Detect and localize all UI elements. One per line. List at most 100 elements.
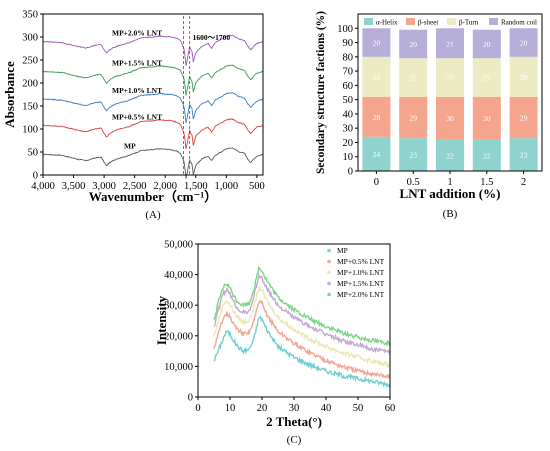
segment-value-label: 28 — [520, 73, 528, 82]
y-tick-label: 60 — [343, 81, 354, 92]
segment-value-label: 23 — [520, 151, 528, 160]
ftir-series-label: MP — [124, 141, 136, 150]
x-tick-label: 20 — [257, 403, 268, 414]
legend-label: Random coil — [501, 19, 537, 27]
ftir-series-label: MP+1.0% LNT — [112, 86, 162, 95]
bar-segment — [362, 136, 391, 171]
ftir-plot-frame — [42, 13, 264, 176]
legend-label: MP+1.0% LNT — [337, 268, 385, 277]
y-tick-label: 100 — [22, 125, 38, 136]
xrd-panel: 0 10 20 30 40 50 60 0 10,000 20,000 30,000 40,000 50… — [154, 240, 395, 447]
segment-value-label: 20 — [373, 39, 381, 48]
ftir-curve-0 — [42, 147, 263, 179]
ftir-series-label: MP+2.0% LNT — [112, 29, 162, 38]
bar-segment — [436, 28, 464, 59]
x-tick-label: 30 — [289, 403, 300, 414]
y-tick-label: 200 — [22, 79, 38, 90]
legend-swatch — [447, 18, 456, 25]
segment-value-label: 20 — [409, 40, 417, 49]
bar-segment — [472, 29, 501, 59]
legend-label: MP — [337, 246, 348, 255]
y-tick-label: 20 — [343, 138, 354, 149]
y-tick-label: 40 — [343, 109, 354, 120]
segment-value-label: 22 — [446, 151, 454, 160]
legend-marker — [327, 281, 331, 286]
x-tick-label: 2 — [521, 177, 526, 188]
x-tick-label: 2,000 — [153, 181, 177, 192]
segment-value-label: 21 — [446, 39, 454, 48]
segment-value-label: 30 — [483, 114, 491, 123]
x-tick-label: 40 — [321, 403, 332, 414]
bar-segment — [362, 96, 391, 137]
xrd-curve-4 — [213, 265, 391, 347]
y-tick-label: 250 — [22, 56, 38, 67]
y-tick-label: 50 — [343, 95, 354, 106]
legend-marker — [327, 270, 331, 275]
band-markers — [183, 16, 191, 175]
segment-value-label: 22 — [483, 151, 491, 160]
panel-label-b: (B) — [443, 208, 458, 220]
legend-label: MP+0.5% LNT — [337, 257, 385, 266]
bar-segment — [399, 96, 428, 139]
legend-marker — [327, 292, 331, 297]
y-tick-label: 50,000 — [164, 240, 193, 251]
y-tick-label: 10 — [343, 152, 354, 163]
bar-segment — [399, 138, 428, 171]
bar-segment — [399, 29, 428, 59]
ftir-series-label: MP+1.5% LNT — [112, 59, 162, 68]
x-tick-label: 1 — [447, 177, 452, 188]
bar-segment — [472, 96, 501, 140]
y-tick-label: 30,000 — [164, 301, 193, 312]
x-tick-label: 0 — [374, 177, 379, 188]
xrd-legend: MP MP+0.5% LNT MP+1.0% LNT MP+1.5% LNT MP+2.… — [327, 246, 385, 299]
structure-panel: 2428282023292720223027212230272023292820… — [315, 11, 543, 220]
segment-value-label: 27 — [483, 74, 491, 83]
legend-swatch — [364, 18, 373, 25]
legend-swatch — [489, 18, 498, 25]
y-tick-label: 90 — [343, 38, 354, 49]
y-tick-label: 0 — [188, 393, 193, 404]
ftir-series-label: MP+0.5% LNT — [112, 112, 162, 121]
y-tick-label: 0 — [348, 167, 353, 178]
xrd-curves — [213, 265, 391, 389]
xrd-curve-1 — [213, 299, 391, 379]
bar-segment — [509, 56, 538, 97]
band-annotation: 1600～1700 — [193, 33, 231, 42]
y-tick-label: 30 — [343, 124, 354, 135]
legend-label: β-Turn — [459, 19, 479, 27]
xrd-curve-0 — [213, 315, 391, 389]
x-tick-label: 4,000 — [31, 181, 55, 192]
ftir-curve-2 — [42, 92, 264, 124]
segment-value-label: 23 — [409, 151, 417, 160]
x-tick-label: 3,500 — [62, 181, 86, 192]
segment-value-label: 29 — [520, 113, 528, 122]
bar-segment — [399, 58, 428, 97]
ftir-curve-4 — [42, 34, 264, 66]
segment-value-label: 28 — [373, 113, 381, 122]
x-tick-label: 60 — [385, 403, 396, 414]
legend-marker — [327, 259, 331, 264]
segment-value-label: 24 — [373, 150, 381, 159]
bar-segment — [362, 56, 391, 97]
structure-bars: 24 28 28 20 23 29 27 20 22 30 27 21 22 30 27 20 23 29 28 20 — [362, 28, 538, 171]
legend-swatch — [406, 18, 415, 25]
segment-value-label: 28 — [373, 73, 381, 82]
segment-value-label: 27 — [409, 74, 417, 83]
x-tick-label: 50 — [353, 403, 364, 414]
x-tick-label: 1,500 — [184, 181, 208, 192]
x-tick-label: 3,000 — [92, 181, 116, 192]
legend-label: MP+1.5% LNT — [337, 279, 385, 288]
ftir-y-axis-title: Absorbance — [2, 61, 17, 128]
bar-segment — [362, 28, 391, 57]
ftir-x-axis-title: Wavenumber（cm⁻¹） — [89, 189, 217, 204]
y-tick-label: 0 — [33, 171, 38, 182]
bar-segment — [436, 139, 464, 171]
bar-segment — [509, 28, 538, 57]
y-tick-label: 10,000 — [164, 362, 193, 373]
x-tick-label: 2,500 — [123, 181, 147, 192]
xrd-x-axis-title: 2 Theta(°) — [266, 414, 322, 429]
xrd-plot-frame — [197, 243, 391, 398]
y-tick-label: 40,000 — [164, 270, 193, 281]
